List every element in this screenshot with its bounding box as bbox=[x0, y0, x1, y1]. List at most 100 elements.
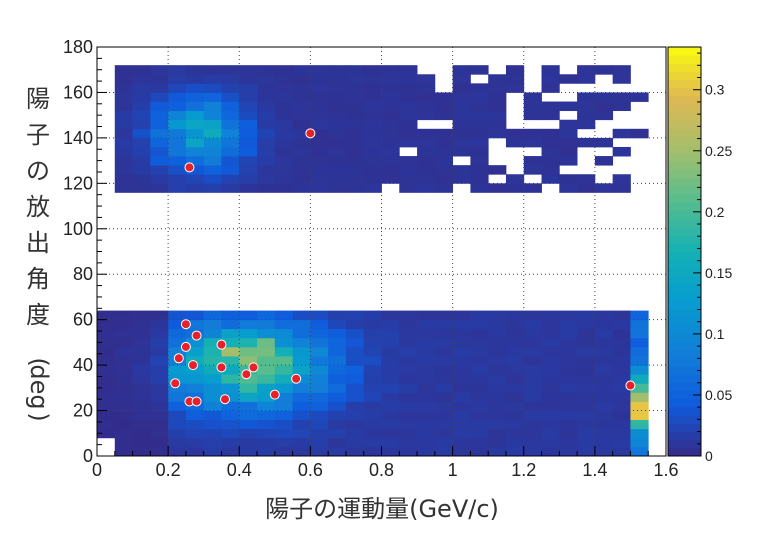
heatmap-bin bbox=[612, 401, 631, 411]
heatmap-bin bbox=[203, 374, 222, 384]
heatmap-bin bbox=[168, 446, 187, 457]
heatmap-bin bbox=[452, 174, 471, 184]
heatmap-bin bbox=[221, 410, 240, 421]
colorbar-step bbox=[668, 226, 701, 236]
heatmap-bin bbox=[541, 392, 560, 402]
heatmap-bin bbox=[185, 92, 205, 102]
heatmap-bin bbox=[417, 146, 436, 157]
heatmap-bin bbox=[505, 310, 525, 321]
heatmap-bin bbox=[132, 119, 151, 130]
heatmap-bin bbox=[345, 92, 365, 102]
heatmap-bin bbox=[630, 437, 649, 448]
heatmap-bin bbox=[114, 356, 133, 366]
y-tick-label: 80 bbox=[73, 264, 93, 284]
axis-ticks: 0 0.2 0.4 0.6 0.8 1 1.2 1.4 1.6 0 20 40 60 80 100 120 14… bbox=[63, 37, 679, 480]
heatmap-bin bbox=[150, 165, 169, 175]
heatmap-bin bbox=[150, 137, 169, 148]
y-axis-title-char: 陽 bbox=[26, 85, 50, 113]
heatmap-bin bbox=[97, 337, 116, 348]
heatmap-bin bbox=[488, 74, 507, 84]
heatmap-bin bbox=[310, 428, 329, 439]
heatmap-bin bbox=[559, 146, 578, 157]
heatmap-bin bbox=[594, 101, 614, 112]
heatmap-bin bbox=[221, 65, 240, 75]
overlay-point bbox=[191, 396, 202, 407]
heatmap-bin bbox=[630, 337, 649, 348]
heatmap-bin bbox=[203, 310, 222, 321]
heatmap-bin bbox=[612, 183, 631, 193]
heatmap-bin bbox=[239, 392, 258, 402]
heatmap-bin bbox=[310, 165, 329, 175]
heatmap-bin bbox=[292, 310, 311, 321]
heatmap-bin bbox=[345, 319, 365, 330]
heatmap-bin bbox=[328, 137, 347, 148]
heatmap-bin bbox=[399, 174, 418, 184]
heatmap-bin bbox=[150, 428, 169, 439]
heatmap-bin bbox=[310, 337, 329, 348]
heatmap-bin bbox=[310, 92, 329, 102]
heatmap-bin bbox=[488, 101, 507, 112]
heatmap-bin bbox=[523, 128, 542, 139]
heatmap-bin bbox=[328, 419, 347, 430]
heatmap-bin bbox=[274, 65, 293, 75]
heatmap-bin bbox=[577, 374, 596, 384]
heatmap-bin bbox=[185, 374, 205, 384]
heatmap-bin bbox=[310, 437, 329, 448]
heatmap-bin bbox=[488, 92, 507, 102]
heatmap-bin bbox=[381, 110, 400, 121]
colorbar-step bbox=[668, 292, 701, 302]
heatmap-bin bbox=[185, 128, 205, 139]
heatmap-bin bbox=[612, 128, 631, 139]
heatmap-bin bbox=[612, 337, 631, 348]
heatmap-bin bbox=[559, 183, 578, 193]
heatmap-bin bbox=[434, 137, 454, 148]
heatmap-bin bbox=[434, 374, 454, 384]
heatmap-bin bbox=[434, 410, 454, 421]
heatmap-bin bbox=[257, 119, 276, 130]
heatmap-bin bbox=[470, 137, 489, 148]
colorbar-step bbox=[668, 96, 701, 105]
heatmap-bin bbox=[417, 83, 436, 93]
heatmap-bin bbox=[221, 428, 240, 439]
heatmap-bin bbox=[132, 365, 151, 375]
heatmap-bin bbox=[221, 165, 240, 175]
heatmap-bin bbox=[577, 119, 596, 130]
heatmap-bin bbox=[434, 365, 454, 375]
heatmap-bin bbox=[150, 410, 169, 421]
heatmap-bin bbox=[612, 374, 631, 384]
heatmap-bin bbox=[257, 328, 276, 339]
heatmap-bin bbox=[257, 337, 276, 348]
heatmap-bin bbox=[310, 310, 329, 321]
heatmap-bin bbox=[417, 365, 436, 375]
heatmap-bin bbox=[203, 328, 222, 339]
heatmap-bin bbox=[434, 319, 454, 330]
heatmap-bin bbox=[185, 101, 205, 112]
heatmap-bin bbox=[274, 110, 293, 121]
overlay-point bbox=[291, 373, 302, 384]
heatmap-bin bbox=[594, 183, 614, 193]
heatmap-bin bbox=[363, 146, 382, 157]
heatmap-bin bbox=[203, 110, 222, 121]
colorbar-step bbox=[668, 55, 701, 64]
heatmap-bin bbox=[221, 392, 240, 402]
heatmap-bin bbox=[274, 156, 293, 166]
heatmap-bin bbox=[381, 146, 400, 157]
heatmap-bin bbox=[97, 392, 116, 402]
heatmap-bin bbox=[399, 119, 418, 130]
heatmap-bin bbox=[381, 374, 400, 384]
heatmap-bin bbox=[541, 365, 560, 375]
heatmap-bin bbox=[523, 392, 542, 402]
heatmap-bin bbox=[363, 392, 382, 402]
heatmap-bin bbox=[399, 383, 418, 393]
heatmap-bin bbox=[97, 319, 116, 330]
heatmap-bin bbox=[239, 156, 258, 166]
heatmap-bin bbox=[274, 165, 293, 175]
colorbar: 0 0.05 0.1 0.15 0.2 0.25 0.3 bbox=[667, 46, 732, 464]
heatmap-bin bbox=[221, 319, 240, 330]
heatmap-bin bbox=[381, 156, 400, 166]
heatmap-bin bbox=[310, 83, 329, 93]
heatmap-bin bbox=[399, 65, 418, 75]
heatmap-bin bbox=[470, 128, 489, 139]
heatmap-bin bbox=[345, 356, 365, 366]
heatmap-bin bbox=[470, 374, 489, 384]
